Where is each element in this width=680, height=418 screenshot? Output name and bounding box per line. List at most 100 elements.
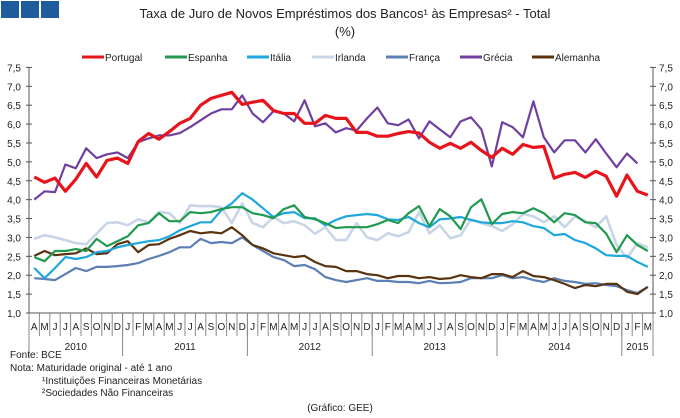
y-tick-label-left: 3,0 bbox=[7, 233, 21, 244]
month-label: D bbox=[613, 322, 620, 333]
year-label: 2012 bbox=[299, 342, 322, 353]
logo bbox=[1, 1, 59, 18]
month-label: J bbox=[177, 322, 182, 333]
month-label: S bbox=[332, 322, 339, 333]
month-label: M bbox=[40, 322, 48, 333]
month-label: N bbox=[478, 322, 485, 333]
month-label: J bbox=[250, 322, 255, 333]
legend-label: Grécia bbox=[483, 53, 513, 64]
month-label: J bbox=[427, 322, 432, 333]
y-tick-label-left: 6,0 bbox=[7, 120, 21, 131]
legend: Portugal Espanha Itália Irlanda França Grécia… bbox=[82, 53, 600, 64]
y-tick-label-right: 4,5 bbox=[659, 177, 673, 188]
month-label: J bbox=[125, 322, 130, 333]
month-label: M bbox=[165, 322, 173, 333]
legend-label: França bbox=[409, 53, 441, 64]
series-lines bbox=[33, 90, 649, 296]
month-label: M bbox=[269, 322, 277, 333]
y-tick-label-left: 2,5 bbox=[7, 252, 21, 263]
y-tick-label-left: 4,5 bbox=[7, 177, 21, 188]
month-label: M bbox=[290, 322, 298, 333]
month-label: A bbox=[197, 322, 204, 333]
month-label: S bbox=[582, 322, 589, 333]
month-label: F bbox=[510, 322, 516, 333]
month-label: J bbox=[302, 322, 307, 333]
month-label: J bbox=[188, 322, 193, 333]
y-tick-label-left: 5,0 bbox=[7, 158, 21, 169]
y-tick-label-left: 2,0 bbox=[7, 271, 21, 282]
y-tick-label-left: 1,0 bbox=[7, 309, 21, 320]
month-label: O bbox=[342, 322, 350, 333]
y-tick-label-right: 1,5 bbox=[659, 290, 673, 301]
month-label: S bbox=[208, 322, 215, 333]
month-label: J bbox=[313, 322, 318, 333]
footer-source: Fonte: BCE bbox=[10, 350, 62, 361]
year-label: 2015 bbox=[626, 342, 649, 353]
year-label: 2014 bbox=[548, 342, 571, 353]
month-label: N bbox=[228, 322, 235, 333]
month-label: D bbox=[488, 322, 495, 333]
logo-square bbox=[21, 1, 39, 18]
month-label: A bbox=[530, 322, 537, 333]
y-tick-label-right: 3,0 bbox=[659, 233, 673, 244]
month-label: F bbox=[385, 322, 391, 333]
legend-label: Portugal bbox=[105, 53, 142, 64]
footer-note-2: ²Sociedades Não Financeiras bbox=[42, 388, 173, 399]
y-tick-label-right: 7,0 bbox=[659, 82, 673, 93]
month-label: S bbox=[83, 322, 90, 333]
series-line-itália bbox=[33, 192, 649, 280]
month-label: O bbox=[93, 322, 101, 333]
y-tick-label-left: 4,0 bbox=[7, 196, 21, 207]
y-tick-label-right: 1,0 bbox=[659, 309, 673, 320]
month-label: A bbox=[405, 322, 412, 333]
month-label: A bbox=[447, 322, 454, 333]
y-tick-label-right: 6,5 bbox=[659, 101, 673, 112]
month-label: A bbox=[322, 322, 329, 333]
series-line-espanha bbox=[33, 198, 649, 263]
y-tick-label-left: 7,0 bbox=[7, 82, 21, 93]
y-tick-label-left: 5,5 bbox=[7, 139, 21, 150]
y-tick-label-right: 6,0 bbox=[659, 120, 673, 131]
month-label: N bbox=[353, 322, 360, 333]
y-tick-label-right: 7,5 bbox=[659, 63, 673, 74]
series-line-irlanda bbox=[33, 202, 649, 260]
month-label: N bbox=[603, 322, 610, 333]
month-label: J bbox=[552, 322, 557, 333]
year-label: 2011 bbox=[174, 342, 196, 353]
y-tick-label-right: 4,0 bbox=[659, 196, 673, 207]
footer-credit: (Gráfico: GEE) bbox=[307, 403, 373, 414]
series-line-grécia bbox=[33, 94, 639, 201]
logo-square bbox=[1, 1, 19, 18]
month-label: A bbox=[31, 322, 38, 333]
month-label: F bbox=[634, 322, 640, 333]
legend-label: Irlanda bbox=[335, 53, 366, 64]
month-label: M bbox=[540, 322, 548, 333]
logo-square bbox=[41, 1, 59, 18]
month-label: J bbox=[562, 322, 567, 333]
month-label: N bbox=[103, 322, 110, 333]
legend-label: Alemanha bbox=[555, 53, 600, 64]
legend-label: Itália bbox=[270, 53, 292, 64]
y-tick-label-left: 1,5 bbox=[7, 290, 21, 301]
month-label: M bbox=[415, 322, 423, 333]
series-line-frança bbox=[34, 236, 649, 295]
month-label: A bbox=[280, 322, 287, 333]
footer-note-1: ¹Instituições Financeiras Monetárias bbox=[42, 376, 202, 387]
y-tick-label-left: 6,5 bbox=[7, 101, 21, 112]
month-label: A bbox=[72, 322, 79, 333]
y-tick-label-left: 3,5 bbox=[7, 215, 21, 226]
y-tick-label-right: 2,5 bbox=[659, 252, 673, 263]
month-label: O bbox=[218, 322, 226, 333]
month-label: J bbox=[437, 322, 442, 333]
month-label: J bbox=[53, 322, 58, 333]
chart-title: Taxa de Juro de Novos Empréstimos dos Ba… bbox=[140, 6, 551, 21]
month-label: J bbox=[625, 322, 630, 333]
month-label: A bbox=[572, 322, 579, 333]
month-label: A bbox=[156, 322, 163, 333]
month-label: O bbox=[592, 322, 600, 333]
y-tick-label-right: 5,5 bbox=[659, 139, 673, 150]
month-label: D bbox=[363, 322, 370, 333]
y-tick-label-right: 2,0 bbox=[659, 271, 673, 282]
